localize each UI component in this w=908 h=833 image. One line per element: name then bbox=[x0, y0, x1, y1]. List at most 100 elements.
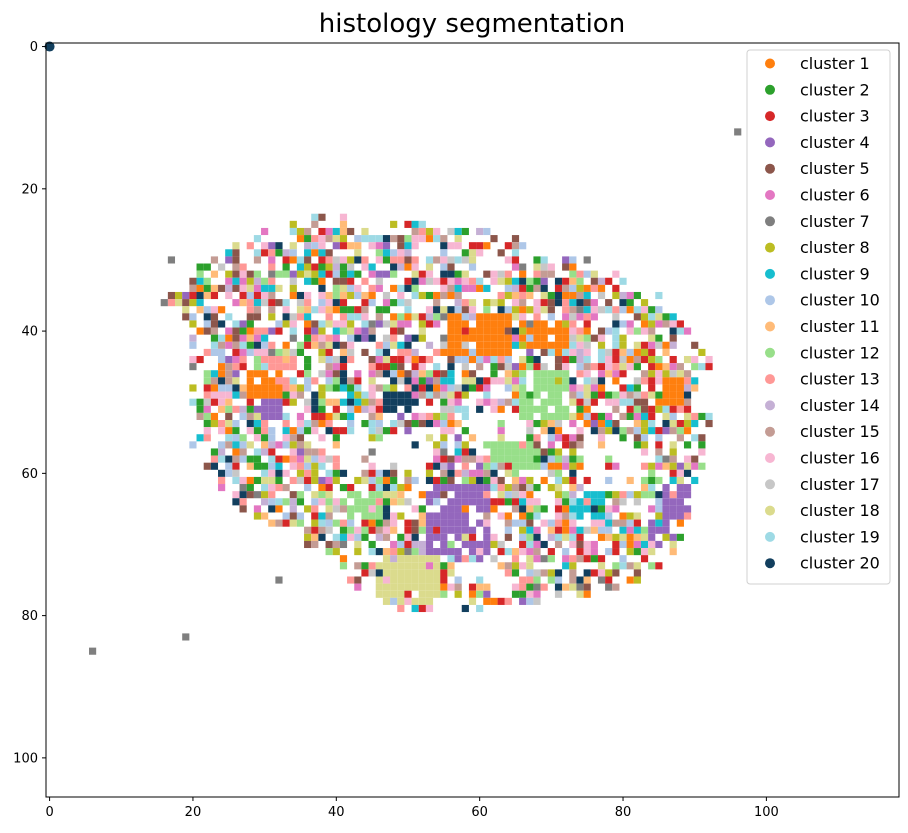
cell-cluster-10 bbox=[655, 498, 663, 506]
cell-cluster-17 bbox=[490, 555, 498, 563]
cell-cluster-6 bbox=[526, 548, 534, 556]
cell-cluster-18 bbox=[669, 420, 677, 428]
cell-cluster-4 bbox=[433, 491, 441, 499]
cell-cluster-7 bbox=[404, 548, 412, 556]
cell-cluster-9 bbox=[590, 512, 598, 520]
cell-cluster-7 bbox=[576, 583, 584, 591]
cell-cluster-12 bbox=[540, 370, 548, 378]
cell-cluster-19 bbox=[597, 348, 606, 356]
cell-cluster-3 bbox=[540, 299, 548, 307]
cell-cluster-17 bbox=[497, 270, 505, 278]
cell-cluster-16 bbox=[318, 306, 326, 314]
legend-label: cluster 1 bbox=[800, 54, 870, 73]
cell-cluster-18 bbox=[576, 590, 584, 598]
cell-cluster-2 bbox=[210, 334, 219, 342]
cell-cluster-13 bbox=[275, 484, 283, 492]
cell-cluster-10 bbox=[519, 519, 527, 527]
cell-cluster-17 bbox=[332, 355, 340, 364]
cell-cluster-19 bbox=[311, 306, 319, 314]
cell-cluster-12 bbox=[203, 377, 211, 385]
cell-cluster-8 bbox=[648, 355, 656, 364]
cell-cluster-5 bbox=[189, 277, 197, 285]
cell-cluster-3 bbox=[468, 583, 477, 591]
cell-cluster-12 bbox=[526, 398, 534, 406]
cell-cluster-15 bbox=[511, 484, 520, 492]
cell-cluster-1 bbox=[461, 320, 469, 328]
cell-cluster-19 bbox=[626, 398, 634, 406]
cell-cluster-11 bbox=[311, 341, 319, 349]
cell-cluster-4 bbox=[261, 412, 269, 420]
cell-cluster-13 bbox=[612, 363, 620, 371]
cell-cluster-4 bbox=[382, 270, 391, 278]
cell-cluster-13 bbox=[275, 363, 283, 371]
cell-cluster-1 bbox=[289, 256, 297, 264]
cell-cluster-16 bbox=[311, 427, 319, 435]
cell-cluster-13 bbox=[526, 576, 534, 584]
cell-cluster-13 bbox=[268, 491, 276, 499]
cell-cluster-12 bbox=[325, 498, 333, 506]
cell-cluster-20 bbox=[275, 242, 283, 250]
cell-cluster-3 bbox=[519, 284, 527, 292]
cell-cluster-8 bbox=[311, 519, 319, 527]
cell-cluster-17 bbox=[669, 370, 677, 378]
cell-cluster-16 bbox=[497, 512, 505, 520]
cell-cluster-16 bbox=[210, 306, 219, 314]
cell-cluster-4 bbox=[511, 363, 520, 371]
cell-cluster-15 bbox=[433, 377, 441, 385]
cell-cluster-3 bbox=[562, 277, 570, 285]
cell-cluster-16 bbox=[583, 548, 591, 556]
cell-cluster-9 bbox=[318, 249, 326, 257]
cell-cluster-1 bbox=[554, 334, 563, 342]
cell-cluster-16 bbox=[404, 355, 412, 364]
cell-cluster-20 bbox=[497, 306, 505, 314]
cell-cluster-5 bbox=[182, 299, 190, 307]
cell-cluster-8 bbox=[547, 484, 555, 492]
cell-cluster-9 bbox=[196, 277, 204, 285]
cell-cluster-11 bbox=[662, 363, 670, 371]
legend-label: cluster 16 bbox=[800, 449, 880, 468]
cell-cluster-13 bbox=[418, 227, 426, 236]
cell-cluster-12 bbox=[519, 412, 527, 420]
cell-cluster-20 bbox=[425, 384, 434, 392]
cell-cluster-1 bbox=[655, 398, 663, 406]
cell-cluster-18 bbox=[447, 391, 455, 399]
cell-cluster-18 bbox=[304, 455, 312, 463]
cell-cluster-20 bbox=[411, 334, 419, 342]
cell-cluster-12 bbox=[490, 455, 498, 463]
cell-cluster-5 bbox=[411, 519, 419, 527]
x-tick-label: 20 bbox=[185, 805, 202, 820]
cell-cluster-12 bbox=[404, 235, 412, 243]
cell-cluster-15 bbox=[676, 434, 684, 442]
cell-cluster-10 bbox=[461, 313, 469, 321]
cell-cluster-19 bbox=[569, 341, 577, 349]
cell-cluster-6 bbox=[569, 384, 577, 392]
cell-cluster-12 bbox=[325, 384, 333, 392]
cell-cluster-10 bbox=[375, 420, 383, 428]
cell-cluster-6 bbox=[454, 277, 462, 285]
cell-cluster-18 bbox=[368, 377, 376, 385]
cell-cluster-13 bbox=[232, 363, 240, 371]
cell-cluster-10 bbox=[354, 235, 362, 243]
cell-cluster-5 bbox=[347, 227, 355, 236]
cell-cluster-1 bbox=[483, 242, 491, 250]
cell-cluster-13 bbox=[246, 306, 254, 314]
cell-cluster-6 bbox=[296, 412, 305, 420]
cell-cluster-5 bbox=[404, 420, 412, 428]
cell-cluster-4 bbox=[483, 590, 491, 598]
cell-cluster-3 bbox=[189, 291, 197, 300]
cell-cluster-18 bbox=[411, 313, 419, 321]
cell-cluster-5 bbox=[182, 313, 190, 321]
cell-cluster-9 bbox=[454, 448, 462, 456]
cell-cluster-3 bbox=[648, 363, 656, 371]
cell-cluster-12 bbox=[648, 562, 656, 570]
cell-cluster-4 bbox=[476, 498, 484, 506]
cell-cluster-3 bbox=[576, 533, 584, 541]
legend-marker bbox=[765, 505, 775, 516]
cell-cluster-10 bbox=[347, 519, 355, 527]
cell-cluster-1 bbox=[311, 249, 319, 257]
cell-cluster-10 bbox=[619, 320, 627, 328]
cell-cluster-17 bbox=[347, 263, 355, 271]
cell-cluster-17 bbox=[447, 256, 455, 264]
cell-cluster-12 bbox=[547, 576, 555, 584]
legend-marker bbox=[765, 295, 775, 306]
